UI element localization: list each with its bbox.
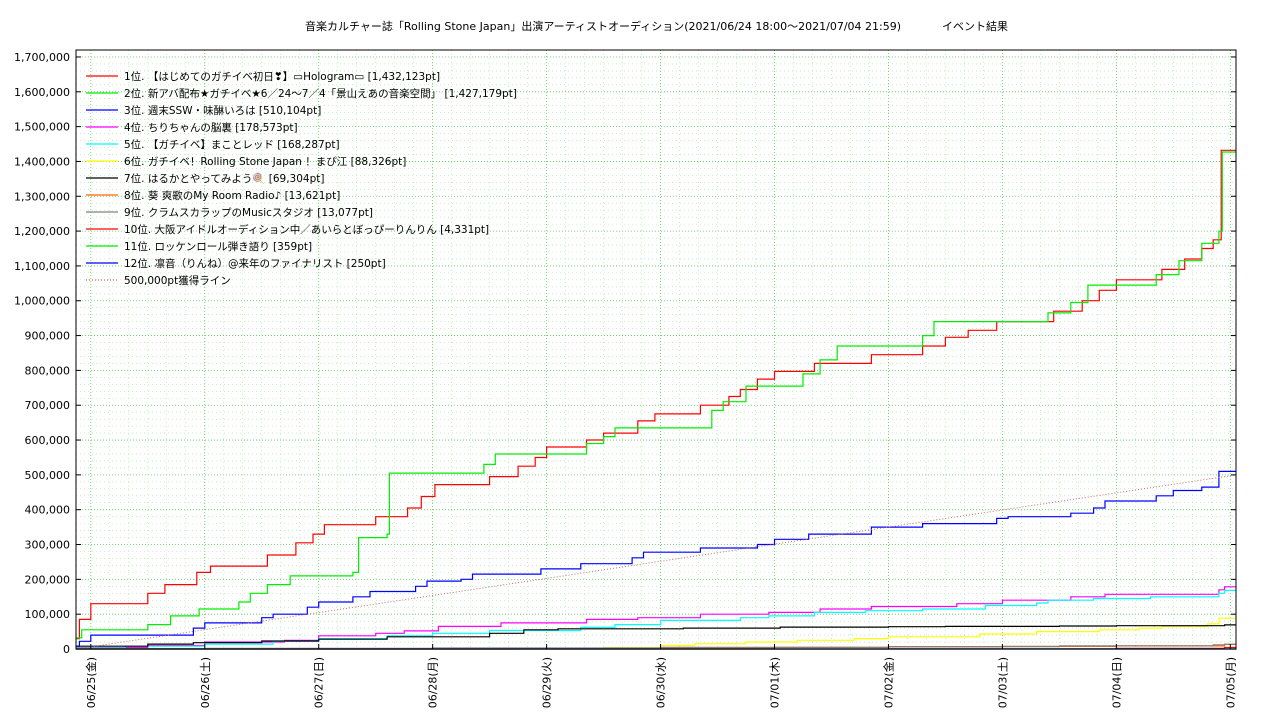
y-tick-label: 1,200,000 — [14, 225, 70, 238]
y-tick-label: 1,100,000 — [14, 260, 70, 273]
series-line-1 — [76, 149, 1236, 640]
legend-entry: 2位. 新アバ配布★ガチイベ★6／24〜7／4「景山えあの音楽空間」 [1,42… — [124, 87, 517, 100]
x-tick-label: 07/05(月) — [1224, 657, 1237, 708]
legend-entry: 7位. はるかとやってみよう🍭 [69,304pt] — [124, 171, 324, 185]
y-tick-label: 1,000,000 — [14, 295, 70, 308]
y-tick-label: 1,700,000 — [14, 51, 70, 64]
legend-entry: 1位. 【はじめてのガチイベ初日❣】▭Hologram▭ [1,432,123p… — [124, 70, 440, 83]
series-line-7 — [76, 624, 1236, 647]
x-tick-label: 06/25(金) — [84, 657, 98, 708]
x-tick-label: 07/04(日) — [1110, 657, 1123, 708]
x-tick-label: 07/01(木) — [769, 657, 782, 708]
y-tick-label: 1,500,000 — [14, 121, 70, 134]
x-tick-label: 06/30(水) — [655, 657, 668, 708]
legend-entry: 8位. 葵 爽歌のMy Room Radio♪ [13,621pt] — [124, 189, 340, 202]
y-tick-label: 500,000 — [25, 469, 71, 482]
series-line-4 — [76, 586, 1236, 649]
y-tick-label: 1,600,000 — [14, 86, 70, 99]
y-axis: 0 100,000 200,000 300,000 400,000 500,000 600,… — [14, 51, 1236, 656]
legend-entry: 12位. 凛音（りんね）@来年のファイナリスト [250pt] — [124, 257, 386, 270]
legend-entry: 6位. ガチイベ！Rolling Stone Japan ！まぴ江 [88,32… — [124, 155, 406, 168]
x-tick-label: 07/02(金) — [881, 657, 895, 708]
y-tick-label: 1,300,000 — [14, 190, 70, 203]
plot-frame — [75, 49, 1237, 650]
series-line-2 — [76, 151, 1236, 639]
legend-entry: 500,000pt獲得ライン — [124, 274, 231, 287]
legend-entry: 4位. ちりちゃんの脳裏 [178,573pt] — [124, 121, 298, 134]
x-tick-label: 06/28(月) — [427, 657, 440, 708]
x-axis: 06/25(金) 06/26(土) 06/27(日) 06/28(月) 06/29(火)… — [84, 644, 1237, 708]
legend-entry: 10位. 大阪アイドルオーディション中／あいらとぼっぴーりんりん [4,331p… — [124, 223, 489, 236]
legend-entry: 11位. ロッケンロール弾き語り [359pt] — [124, 240, 312, 253]
y-tick-label: 900,000 — [25, 330, 71, 343]
y-tick-label: 200,000 — [25, 573, 71, 586]
series-line-13 — [75, 474, 1237, 650]
y-tick-label: 800,000 — [25, 364, 71, 377]
legend-entry: 5位. 【ガチイベ】まことレッド [168,287pt] — [124, 138, 340, 151]
x-tick-label: 07/03(土) — [996, 657, 1009, 708]
series-line-3 — [76, 470, 1236, 647]
y-tick-label: 400,000 — [25, 504, 71, 517]
y-tick-label: 700,000 — [25, 399, 71, 412]
legend-entry: 3位. 週末SSW・味醂いろは [510,104pt] — [124, 104, 321, 117]
y-tick-label: 300,000 — [25, 539, 71, 552]
chart-title: 音楽カルチャー誌「Rolling Stone Japan」出演アーティストオーデ… — [305, 19, 901, 33]
y-tick-label: 600,000 — [25, 434, 71, 447]
x-tick-label: 06/29(火) — [541, 657, 554, 708]
y-tick-label: 1,400,000 — [14, 155, 70, 168]
x-tick-label: 06/26(土) — [199, 657, 212, 708]
y-tick-label: 0 — [63, 643, 70, 656]
legend-entry: 9位. クラムスカラップのMusicスタジオ [13,077pt] — [124, 206, 373, 219]
chart-subtitle: イベント結果 — [942, 19, 1008, 33]
x-tick-label: 06/27(日) — [313, 657, 326, 708]
legend: 1位. 【はじめてのガチイベ初日❣】▭Hologram▭ [1,432,123p… — [86, 70, 517, 287]
y-tick-label: 100,000 — [25, 608, 71, 621]
